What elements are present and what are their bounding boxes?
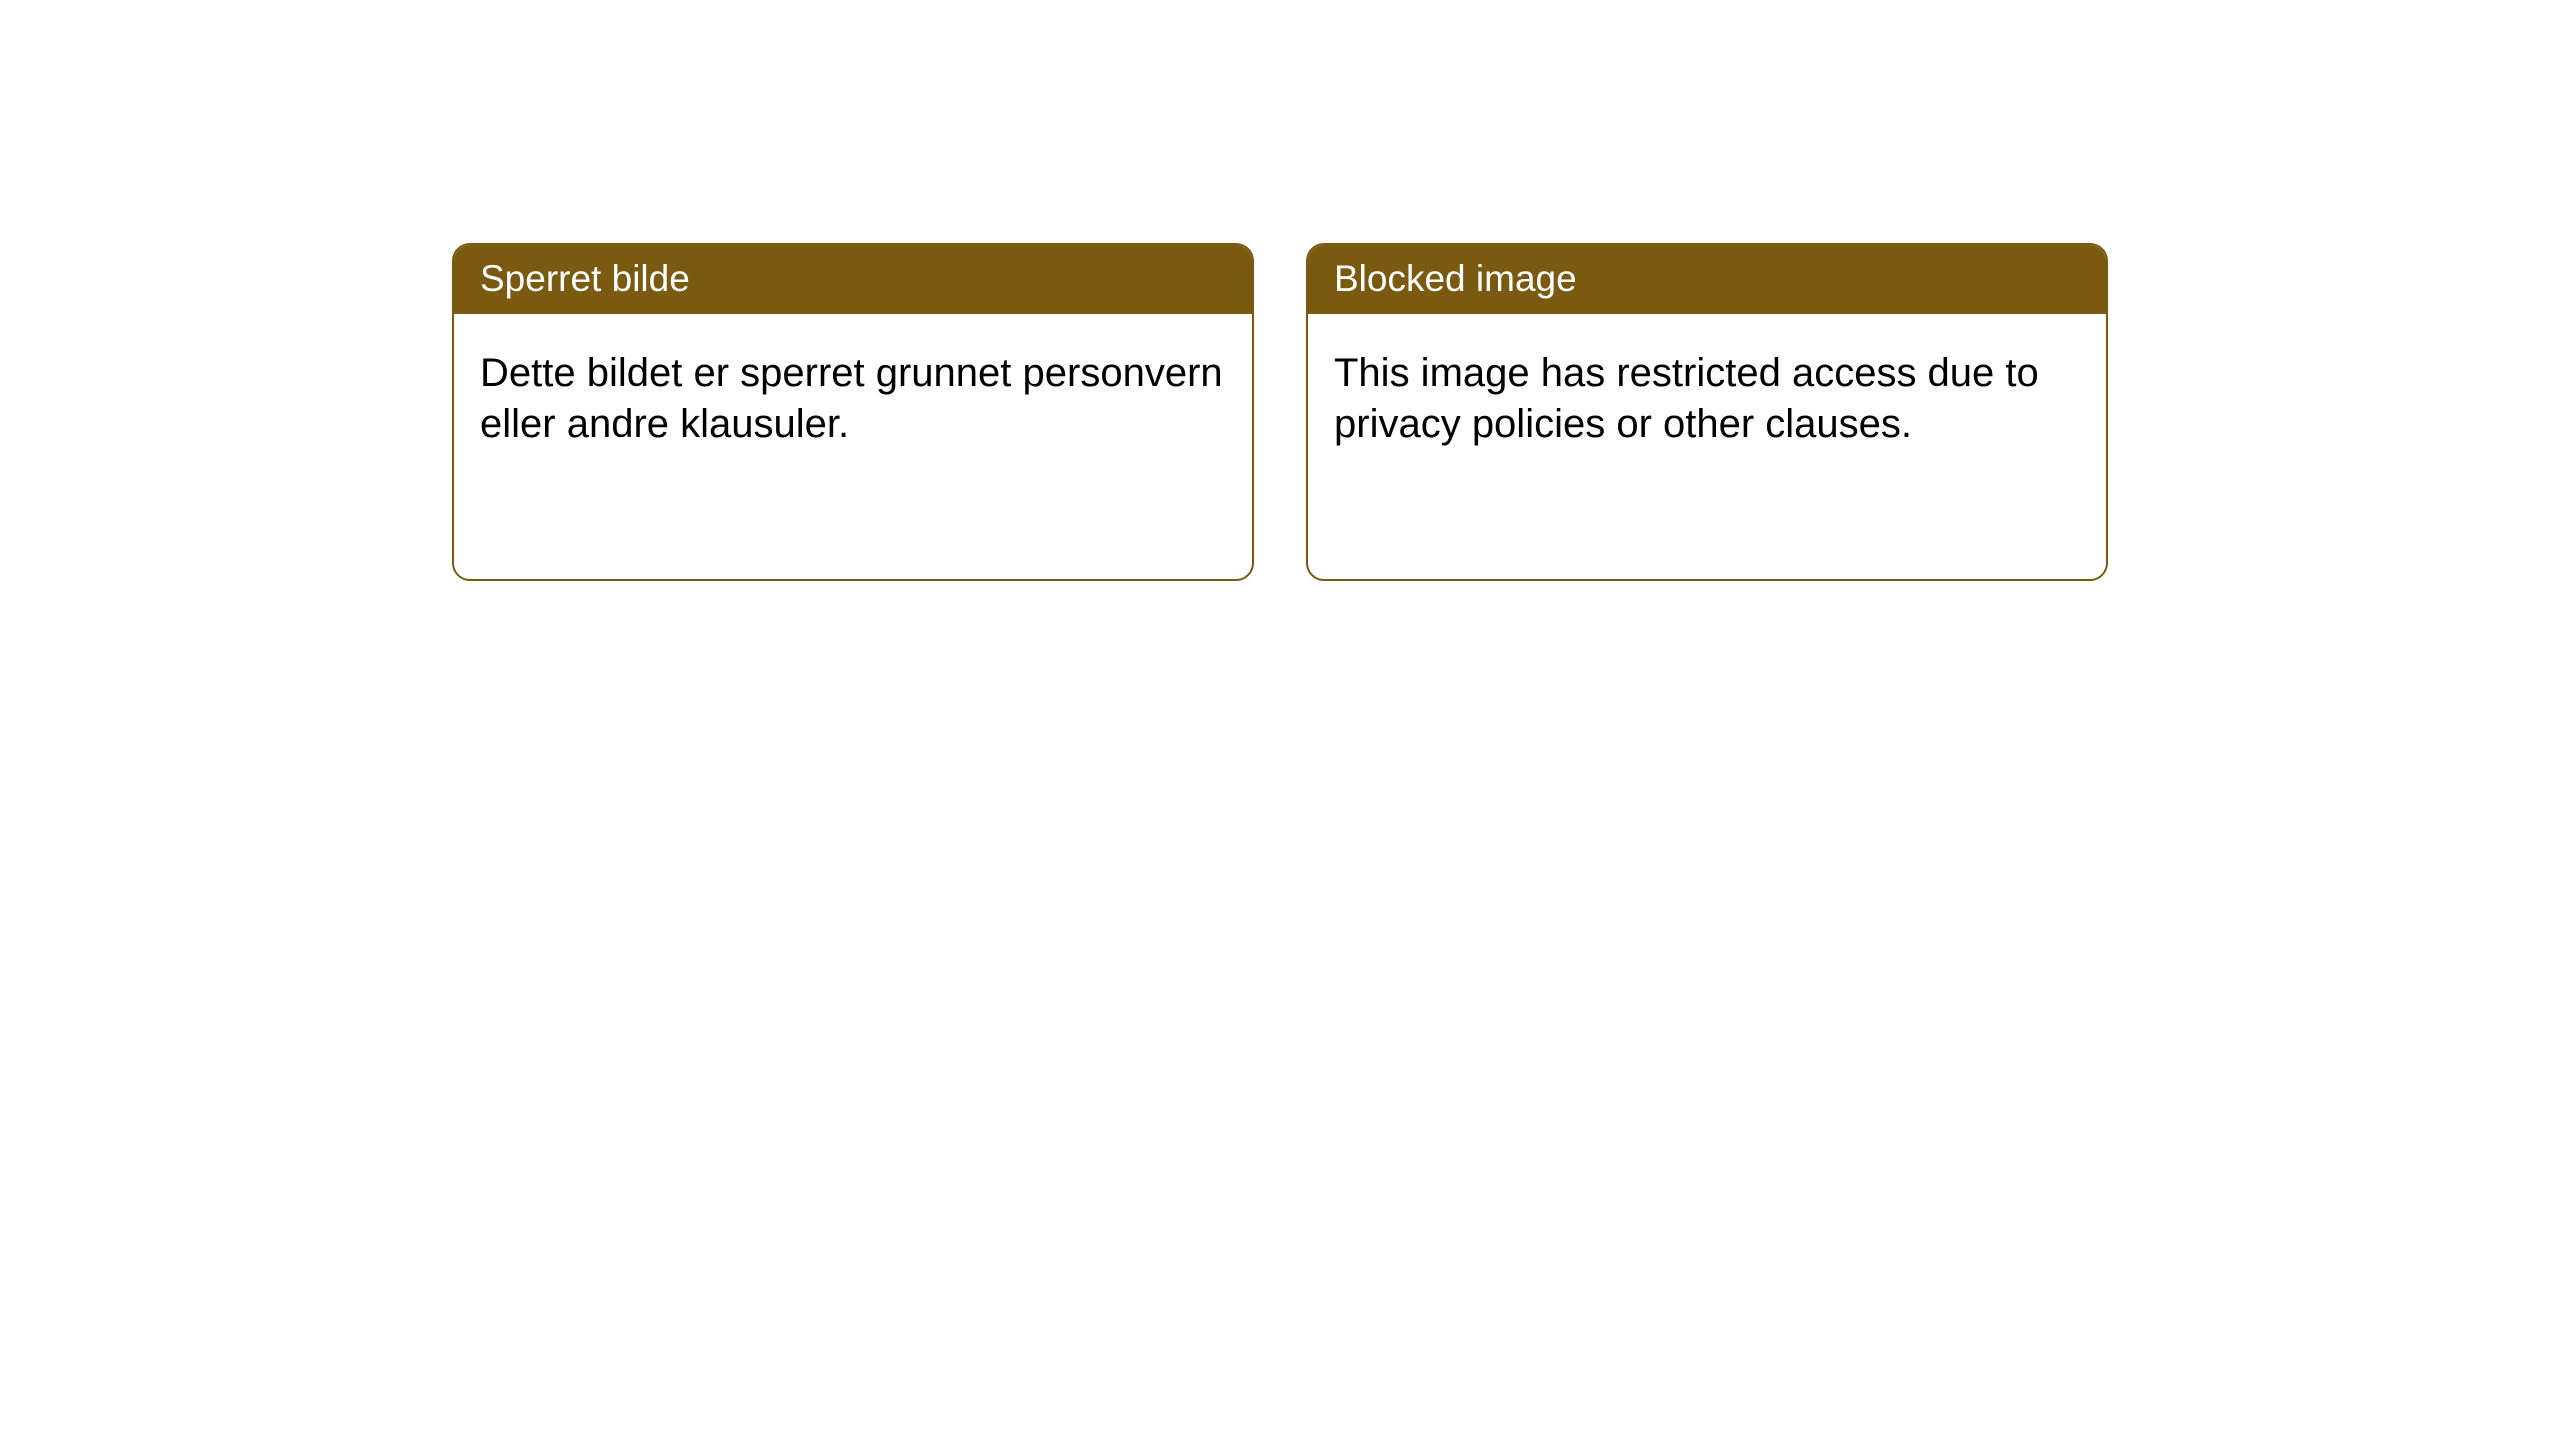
notice-card-norwegian: Sperret bilde Dette bildet er sperret gr… [452, 243, 1254, 581]
notice-body-norwegian: Dette bildet er sperret grunnet personve… [454, 314, 1252, 476]
notice-body-english: This image has restricted access due to … [1308, 314, 2106, 476]
notice-card-english: Blocked image This image has restricted … [1306, 243, 2108, 581]
notice-header-norwegian: Sperret bilde [454, 245, 1252, 314]
notice-cards-container: Sperret bilde Dette bildet er sperret gr… [452, 243, 2108, 581]
notice-header-english: Blocked image [1308, 245, 2106, 314]
